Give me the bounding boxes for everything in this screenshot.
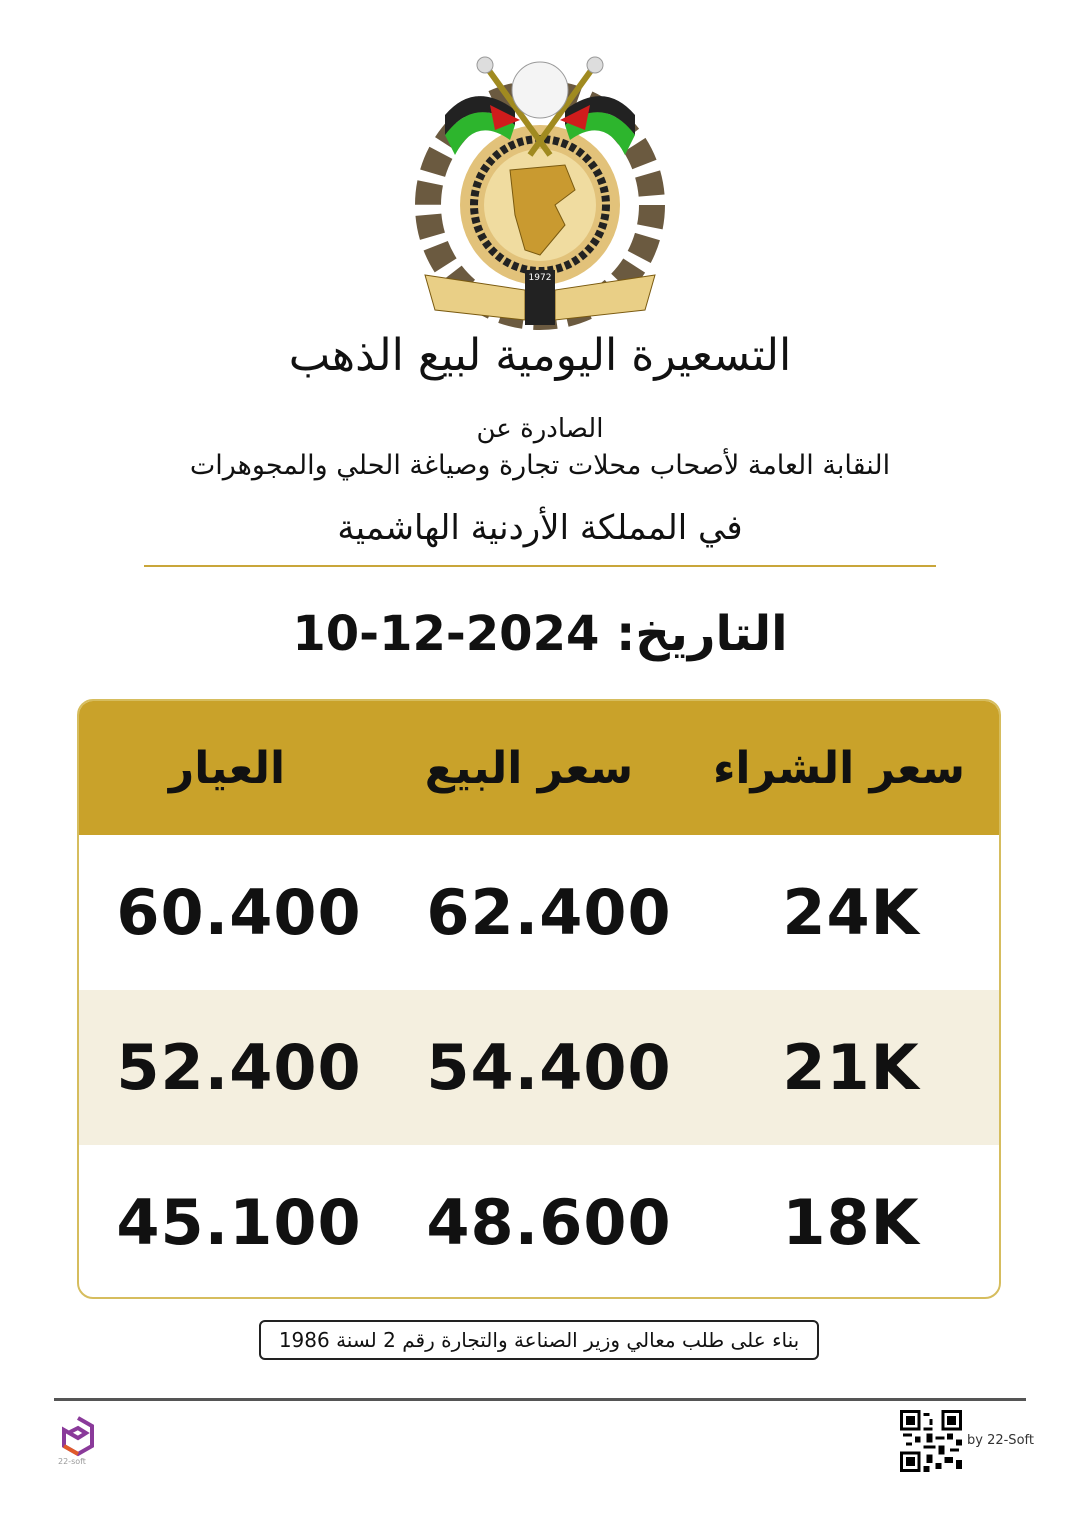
kingdom-name: في المملكة الأردنية الهاشمية	[337, 508, 743, 548]
header-buy: سعر الشراء	[712, 742, 966, 794]
table-row: 45.100 48.600 18K	[79, 1145, 999, 1297]
buy-price: 60.400	[116, 876, 362, 949]
buy-price: 45.100	[116, 1186, 362, 1259]
header-sell: سعر البيع	[424, 742, 634, 794]
table-row: 52.400 54.400 21K	[79, 990, 999, 1145]
date-line: التاريخ: 10-12-2024	[0, 606, 1080, 662]
syndicate-logo: 1972	[415, 56, 665, 330]
credit-text: by 22-Soft	[967, 1433, 1034, 1448]
buy-price: 52.400	[116, 1031, 362, 1104]
issued-by: الصادرة عن	[476, 414, 604, 444]
page-title: التسعيرة اليومية لبيع الذهب	[288, 330, 792, 381]
legal-note: بناء على طلب معالي وزير الصناعة والتجارة…	[259, 1320, 819, 1360]
brand-text: 22-soft	[58, 1457, 86, 1466]
sell-price: 62.400	[426, 876, 672, 949]
qr-code-icon[interactable]	[899, 1410, 963, 1472]
sell-price: 54.400	[426, 1031, 672, 1104]
karat: 18K	[782, 1186, 920, 1259]
karat: 24K	[782, 876, 920, 949]
table-header: سعر الشراء سعر البيع العيار	[79, 701, 999, 835]
date-label: التاريخ:	[616, 606, 788, 662]
price-table: سعر الشراء سعر البيع العيار 60.400 62.40…	[77, 699, 1001, 1299]
svg-text:1972: 1972	[529, 273, 552, 283]
organization-name: النقابة العامة لأصحاب محلات تجارة وصياغة…	[189, 450, 891, 481]
header-karat: العيار	[168, 742, 286, 794]
brand-logo-icon	[62, 1416, 94, 1457]
sell-price: 48.600	[426, 1186, 672, 1259]
karat: 21K	[782, 1031, 920, 1104]
date-value: 10-12-2024	[292, 606, 600, 662]
divider	[144, 565, 936, 567]
footer-divider	[54, 1398, 1026, 1401]
table-row: 60.400 62.400 24K	[79, 835, 999, 990]
